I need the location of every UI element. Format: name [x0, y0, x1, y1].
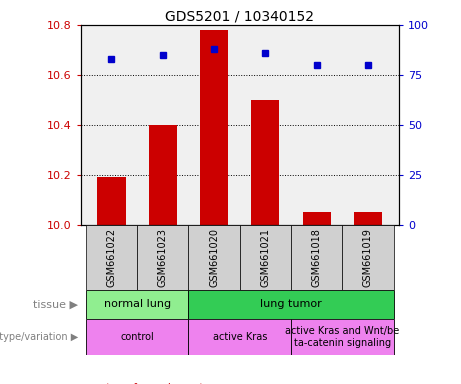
Bar — [148, 125, 177, 225]
Bar — [354, 212, 382, 225]
Bar — [189, 319, 291, 355]
Text: GSM661022: GSM661022 — [106, 228, 117, 287]
Text: GSM661023: GSM661023 — [158, 228, 168, 287]
Bar — [200, 30, 228, 225]
Text: normal lung: normal lung — [104, 299, 171, 310]
Bar — [291, 225, 343, 290]
Text: GSM661020: GSM661020 — [209, 228, 219, 287]
Text: genotype/variation ▶: genotype/variation ▶ — [0, 332, 78, 342]
Text: lung tumor: lung tumor — [260, 299, 322, 310]
Text: GSM661019: GSM661019 — [363, 228, 373, 287]
Bar — [240, 225, 291, 290]
Bar — [86, 319, 189, 355]
Text: GSM661021: GSM661021 — [260, 228, 270, 287]
Text: tissue ▶: tissue ▶ — [33, 299, 78, 310]
Text: control: control — [120, 332, 154, 342]
Bar — [86, 290, 189, 319]
Bar — [343, 225, 394, 290]
Bar — [302, 212, 331, 225]
Bar — [86, 225, 137, 290]
Bar — [291, 319, 394, 355]
Bar — [251, 100, 279, 225]
Text: active Kras: active Kras — [213, 332, 267, 342]
Bar — [97, 177, 125, 225]
Bar — [189, 290, 394, 319]
Bar — [189, 225, 240, 290]
Text: GSM661018: GSM661018 — [312, 228, 322, 287]
Text: ■  transformed count: ■ transformed count — [90, 383, 203, 384]
Title: GDS5201 / 10340152: GDS5201 / 10340152 — [165, 10, 314, 24]
Text: active Kras and Wnt/be
ta-catenin signaling: active Kras and Wnt/be ta-catenin signal… — [285, 326, 399, 348]
Bar — [137, 225, 189, 290]
